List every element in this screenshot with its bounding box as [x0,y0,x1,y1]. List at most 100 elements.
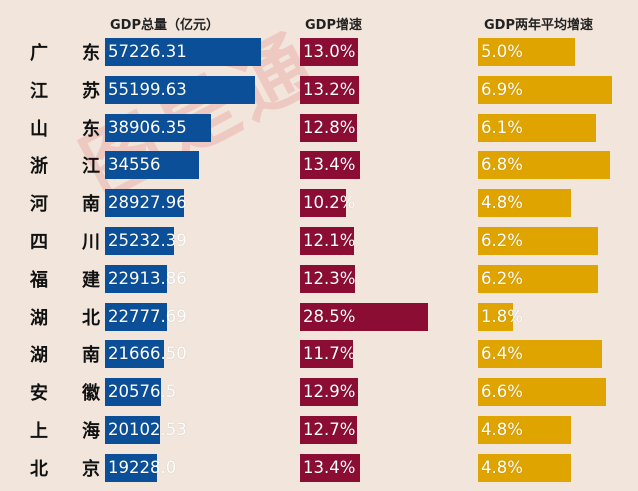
gdp-bar [105,151,199,180]
growth-bar [300,302,428,331]
gdp-bar [105,227,174,255]
growth-bar [300,378,358,407]
category-label: 北京 [30,454,100,482]
avg-growth-bar [478,189,571,218]
category-label: 福建 [30,265,100,293]
data-label: 20576.5 [108,382,177,402]
category-label-char: 浙 [30,156,48,178]
data-label: 28.5% [303,306,356,326]
data-label: 12.3% [303,268,356,288]
category-label-char: 北 [30,458,48,480]
data-label: 12.7% [303,420,356,439]
category-label-char: 建 [82,269,100,291]
category-label-char: 北 [82,307,100,329]
data-label: 4.8% [481,420,523,439]
growth-bar [300,75,359,104]
data-label: 12.9% [303,382,356,402]
data-label: 6.2% [481,231,523,250]
growth-bar [300,453,360,482]
category-label: 山东 [30,114,100,142]
avg-growth-bar [478,227,598,255]
growth-bar [300,416,357,444]
category-label-char: 东 [82,43,100,64]
data-label: 11.7% [303,344,356,364]
avg-growth-bar [478,340,602,369]
avg-growth-bar [478,113,596,142]
category-label: 河南 [30,189,100,217]
growth-bar [300,38,358,66]
data-label: 13.4% [303,155,356,175]
data-label: 34556 [108,155,161,175]
avg-growth-bar [478,151,610,180]
data-label: 13.2% [303,79,356,99]
gdp-bar [105,378,161,407]
header-gdp-growth: GDP增速 [305,18,362,33]
gdp-bar [105,189,184,218]
avg-growth-bar [478,416,571,444]
header-gdp-avg-growth: GDP两年平均增速 [484,18,593,33]
data-label: 6.6% [481,382,523,402]
data-label: 13.4% [303,457,356,477]
data-label: 25232.39 [108,231,187,250]
avg-growth-bar [478,38,575,66]
category-label: 浙江 [30,151,100,179]
category-label-char: 京 [82,458,100,480]
data-label: 19228.0 [108,457,177,477]
category-label-char: 江 [30,80,48,102]
watermark: 图是通 [60,2,335,219]
data-label: 5.0% [481,42,523,61]
category-label-char: 南 [82,194,100,216]
category-label-char: 川 [82,232,100,253]
growth-bar [300,227,354,255]
data-label: 6.2% [481,268,523,288]
category-label-char: 徽 [82,383,100,405]
category-label-char: 河 [30,194,48,216]
gdp-bar [105,416,160,444]
data-label: 6.1% [481,117,523,137]
growth-bar [300,340,353,369]
avg-growth-bar [478,75,612,104]
data-label: 4.8% [481,457,523,477]
data-label: 38906.35 [108,117,187,137]
data-label: 10.2% [303,193,356,213]
category-label-char: 江 [82,156,100,178]
category-label-char: 安 [30,383,48,405]
growth-bar [300,113,357,142]
category-label-char: 湖 [30,345,48,367]
gdp-bar [105,302,167,331]
gdp-bar [105,340,164,369]
category-label-char: 福 [30,269,48,291]
data-label: 12.8% [303,117,356,137]
category-label-char: 苏 [82,80,100,102]
category-label: 湖南 [30,340,100,368]
category-label: 广东 [30,38,100,66]
gdp-bar [105,453,157,482]
category-label: 湖北 [30,303,100,331]
category-label: 四川 [30,227,100,255]
data-label: 28927.96 [108,193,187,213]
data-label: 6.8% [481,155,523,175]
avg-growth-bar [478,264,598,293]
category-label-char: 东 [82,118,100,140]
data-label: 21666.50 [108,344,187,364]
category-label-char: 广 [30,43,48,64]
category-label-char: 山 [30,118,48,140]
header-gdp-total: GDP总量（亿元） [110,18,219,33]
category-label-char: 海 [82,421,100,442]
avg-growth-bar [478,302,513,331]
growth-bar [300,264,355,293]
category-label: 安徽 [30,378,100,406]
data-label: 22777.69 [108,306,187,326]
category-label-char: 湖 [30,307,48,329]
category-label-char: 四 [30,232,48,253]
category-label: 江苏 [30,76,100,104]
data-label: 13.0% [303,42,356,61]
gdp-bar [105,264,167,293]
gdp-bar [105,75,255,104]
category-label-char: 上 [30,421,48,442]
data-label: 12.1% [303,231,356,250]
growth-bar [300,151,360,180]
avg-growth-bar [478,378,606,407]
category-label: 上海 [30,416,100,444]
